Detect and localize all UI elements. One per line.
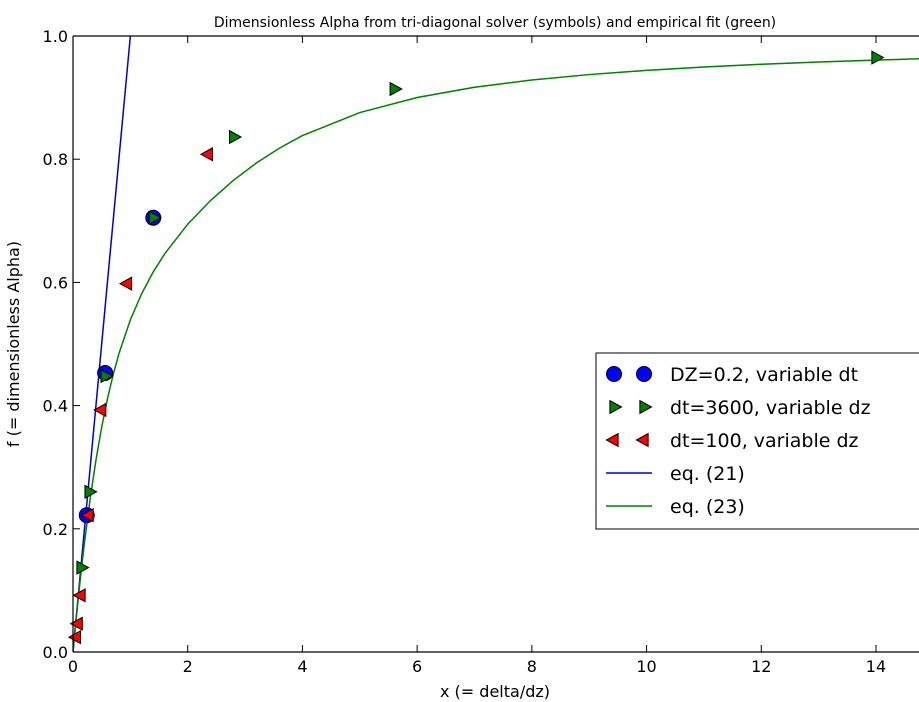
y-tick-label-3: 0.6 <box>43 273 68 292</box>
series-2-point-1 <box>69 616 83 631</box>
series-1-point-2 <box>100 368 114 384</box>
chart-title: Dimensionless Alpha from tri-diagonal so… <box>214 15 776 31</box>
curves <box>73 36 919 652</box>
x-tick-label-0: 0 <box>68 657 78 676</box>
series-2-point-5 <box>118 276 133 291</box>
legend-label-4: eq. (23) <box>670 496 745 518</box>
series-2-point-3 <box>80 508 94 523</box>
y-axis-label: f (= dimensionless Alpha) <box>4 241 23 447</box>
plot-area: 0 2 4 6 8 10 12 14 0.0 0.2 0.4 0.6 0.8 1.0 DZ=0.2, var… <box>43 27 919 676</box>
legend-label-0: DZ=0.2, variable dt <box>670 364 858 386</box>
series-2-point-4 <box>93 402 107 418</box>
legend-box <box>595 352 919 530</box>
legend: DZ=0.2, variable dt dt=3600, variable dz d… <box>595 352 919 530</box>
x-tick-label-3: 6 <box>412 657 422 676</box>
x-tick-label-7: 14 <box>866 657 886 676</box>
series-line-3 <box>73 36 132 652</box>
legend-label-2: dt=100, variable dz <box>670 430 859 452</box>
series-1-point-3 <box>148 210 162 225</box>
legend-label-1: dt=3600, variable dz <box>670 397 871 419</box>
y-tick-label-4: 0.8 <box>43 150 68 169</box>
series-1-point-0 <box>76 560 90 575</box>
legend-marker-b-2 <box>635 432 649 448</box>
legend-marker-a-1 <box>609 399 623 415</box>
x-tick-label-1: 2 <box>183 657 193 676</box>
x-tick-label-2: 4 <box>297 657 307 676</box>
y-tick-label-2: 0.4 <box>43 397 68 416</box>
legend-marker-a-2 <box>605 432 619 448</box>
legend-marker-b-1 <box>639 399 653 415</box>
x-tick-label-6: 12 <box>751 657 771 676</box>
legend-marker-b-0 <box>636 366 652 382</box>
series-1-point-5 <box>389 81 403 97</box>
series-2-point-6 <box>199 147 213 162</box>
series-2-point-2 <box>72 588 86 603</box>
series-1-point-4 <box>228 129 243 145</box>
series-1-point-1 <box>84 484 98 500</box>
series-2-point-0 <box>67 629 82 645</box>
x-tick-label-4: 8 <box>527 657 537 676</box>
series-1-point-6 <box>871 50 885 65</box>
y-tick-label-1: 0.2 <box>43 520 68 539</box>
y-tick-label-5: 1.0 <box>43 27 68 46</box>
x-tick-label-5: 10 <box>636 657 656 676</box>
x-axis-label: x (= delta/dz) <box>440 682 550 701</box>
legend-label-3: eq. (21) <box>670 463 745 485</box>
legend-marker-a-0 <box>606 366 622 382</box>
y-tick-label-0: 0.0 <box>43 643 68 662</box>
